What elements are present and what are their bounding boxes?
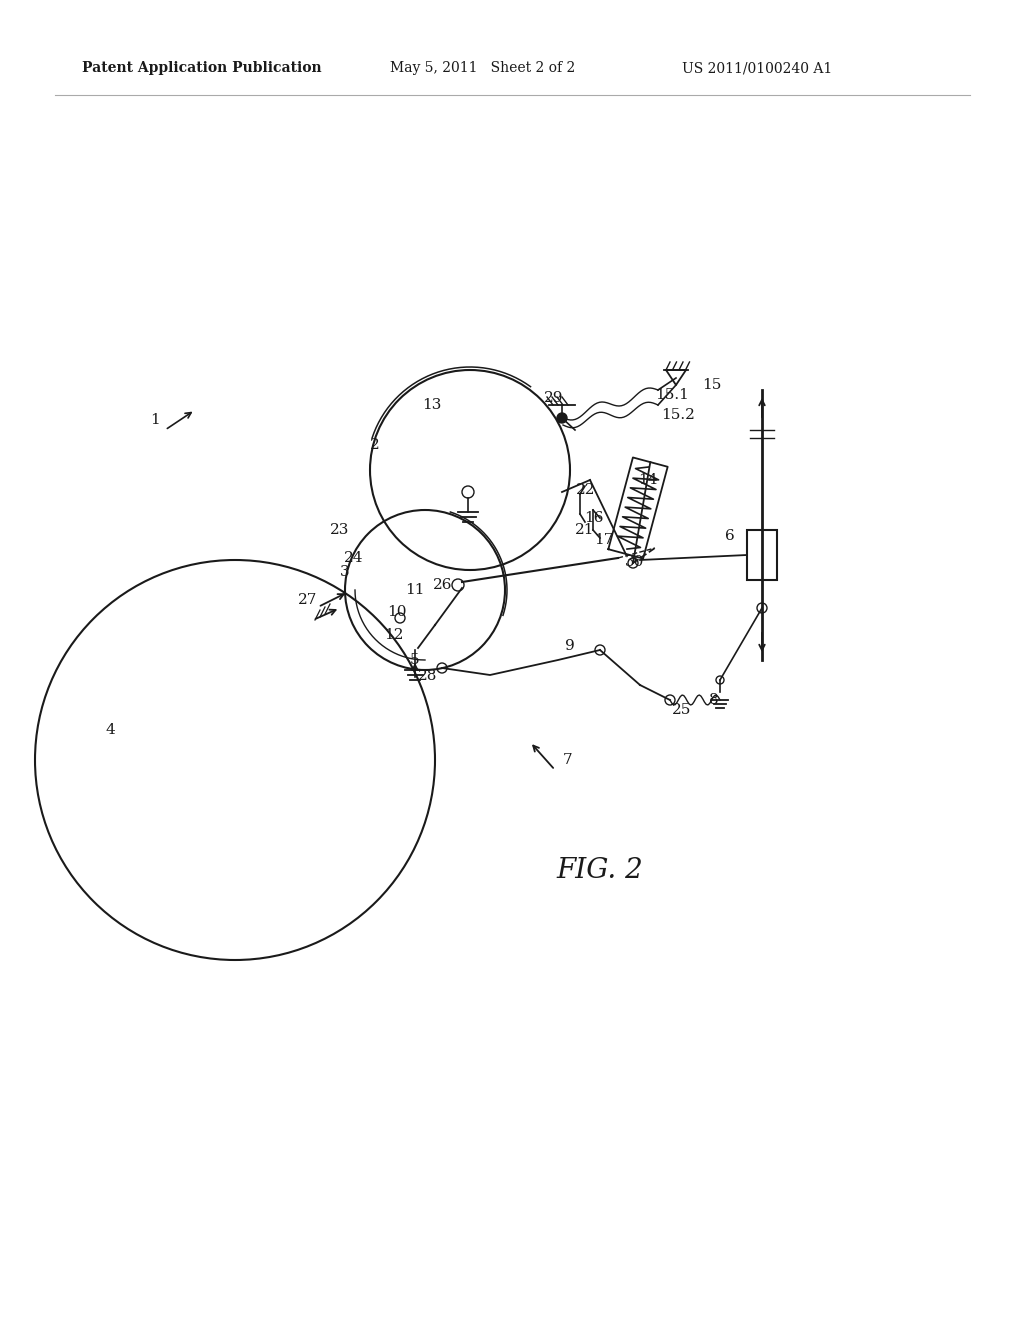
Text: 29: 29 (544, 391, 564, 405)
Text: 15.2: 15.2 (662, 408, 695, 422)
Text: 23: 23 (331, 523, 349, 537)
Text: US 2011/0100240 A1: US 2011/0100240 A1 (682, 61, 833, 75)
Text: 4: 4 (105, 723, 115, 737)
Text: 26: 26 (433, 578, 453, 591)
Text: 5: 5 (411, 653, 420, 667)
Text: 17: 17 (594, 533, 613, 546)
Text: 11: 11 (406, 583, 425, 597)
Text: 14: 14 (638, 473, 657, 487)
Text: 22: 22 (577, 483, 596, 498)
Text: 24: 24 (344, 550, 364, 565)
Text: 15.1: 15.1 (655, 388, 689, 403)
Bar (746, 531, 777, 579)
Text: 12: 12 (384, 628, 403, 642)
Text: 2: 2 (370, 438, 380, 451)
Text: Patent Application Publication: Patent Application Publication (82, 61, 322, 75)
Circle shape (557, 413, 567, 422)
Text: 16: 16 (585, 511, 604, 525)
Text: 30: 30 (626, 554, 645, 569)
Text: 8: 8 (710, 693, 719, 708)
Text: 10: 10 (387, 605, 407, 619)
Text: 21: 21 (575, 523, 595, 537)
Text: 7: 7 (563, 752, 572, 767)
Text: 9: 9 (565, 639, 574, 653)
Text: 3: 3 (340, 565, 350, 579)
Text: 28: 28 (419, 669, 437, 682)
Text: 27: 27 (298, 593, 317, 607)
Text: 15: 15 (702, 378, 722, 392)
Text: May 5, 2011   Sheet 2 of 2: May 5, 2011 Sheet 2 of 2 (390, 61, 575, 75)
Text: 6: 6 (725, 529, 735, 543)
Text: 25: 25 (673, 704, 691, 717)
Text: 13: 13 (422, 399, 441, 412)
Text: 1: 1 (151, 413, 160, 426)
Text: FIG. 2: FIG. 2 (557, 857, 643, 883)
